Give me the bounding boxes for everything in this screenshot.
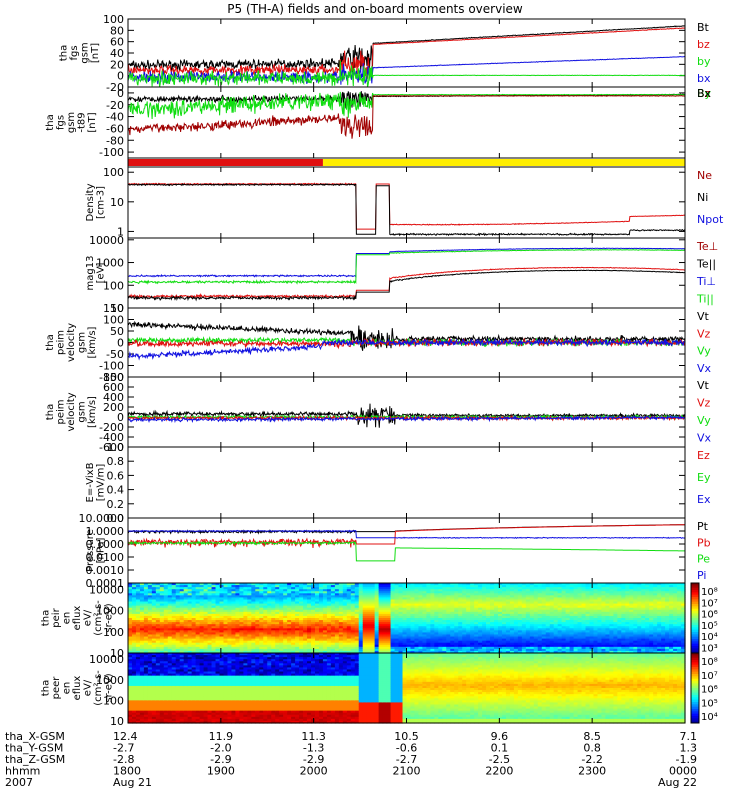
legend-fgs-Bt: Bt [697, 21, 710, 34]
ylabel-peimvel2: [km/s] [87, 396, 98, 428]
ylabel-peer: tha [41, 680, 52, 696]
ylabel-fgsthg: tha [45, 114, 56, 130]
legend-density-Ne: Ne [697, 169, 712, 182]
ylabel-fgsthg: -t89 [77, 112, 88, 132]
ytick-label-peir: 10000 [89, 583, 124, 596]
legend-peimvel-Vx: Vx [697, 362, 712, 375]
ylabel-fgsthg: gsm [66, 112, 77, 133]
ylabel-efield: E=-VixB [85, 462, 96, 502]
series-peimvel-vt [128, 322, 685, 351]
ylabel-peir: tha [41, 610, 52, 626]
ylabel-peer: sr-eV) [104, 673, 115, 702]
ylabel-peer: eV/ [83, 679, 94, 696]
ylabel-peer: (cm²-s- [93, 670, 104, 706]
ylabel-peimvel2: peim [56, 399, 67, 424]
series-temp-tepar [128, 270, 685, 300]
ytick-label-efield: 0.4 [107, 484, 125, 497]
ylabel-peimvel: velocity [66, 323, 77, 362]
legend-density-Ni: Ni [697, 191, 708, 204]
ytick-label-density: 10 [110, 196, 124, 209]
ylabel-peimvel2: gsm [77, 401, 88, 422]
legend-pressure-Pb: Pb [697, 536, 711, 549]
ylabel-peer: eflux [72, 676, 83, 701]
ylabel-peir: eV/ [83, 609, 94, 626]
ylabel-peer: peer [51, 676, 62, 700]
legend-density-Npot: Npot [697, 213, 724, 226]
ylabel-peimvel: peim [56, 330, 67, 355]
ylabel-peir: (cm²-s- [93, 600, 104, 636]
ylabel-temp: mag13 [85, 256, 96, 291]
ylabel-pressure: [nPa] [95, 537, 106, 563]
legend-efield-Ey: Ey [697, 471, 711, 484]
mode-bar-segment [323, 159, 685, 166]
series-fgs-bz [128, 28, 685, 79]
ylabel-fgs: fgs [69, 45, 80, 60]
legend-peimvel2-Vy: Vy [697, 414, 711, 427]
ytick-label-temp: 10000 [89, 234, 124, 247]
ylabel-peir: eflux [72, 606, 83, 631]
ylabel-fgs: gsm [79, 42, 90, 63]
ytick-label-fgsthg: -100 [99, 146, 124, 159]
ylabel-density: [cm-3] [95, 186, 106, 219]
legend-fgs-by: by [697, 55, 711, 68]
ytick-label-density: 100 [103, 166, 124, 179]
ylabel-peir: en [62, 612, 73, 625]
series-density-ne [128, 183, 685, 229]
legend-peimvel2-Vt: Vt [697, 379, 710, 392]
ytick-label-peer: 10000 [89, 653, 124, 666]
series-fgsthg-bz [128, 96, 685, 139]
legend-peimvel-Vy: Vy [697, 345, 711, 358]
ylabel-peir: peir [51, 607, 62, 627]
ylabel-fgsthg: [nT] [87, 112, 98, 132]
legend-fgs-bx: bx [697, 72, 711, 85]
legend-fgsthg-Bx: Bx [697, 87, 712, 100]
ylabel-peer: en [62, 682, 73, 695]
ylabel-peimvel: [km/s] [87, 326, 98, 358]
ylabel-peimvel: tha [45, 334, 56, 350]
legend-fgs-bz: bz [697, 38, 710, 51]
ylabel-peimvel2: velocity [66, 392, 77, 431]
ytick-label-efield: 0.2 [107, 498, 125, 511]
ytick-label-peer: 10 [110, 715, 124, 728]
ylabel-pressure: Pressure [85, 529, 96, 572]
ylabel-fgs: tha [58, 45, 69, 61]
legend-temp-Te||: Te|| [696, 258, 716, 271]
ytick-label-efield: 0.6 [107, 469, 125, 482]
ytick-label-efield: 0.8 [107, 455, 125, 468]
legend-peimvel-Vz: Vz [697, 327, 711, 340]
legend-temp-Ti⊥: Ti⊥ [696, 275, 716, 288]
series-pressure-pb [128, 525, 685, 548]
ylabel-peir: sr-eV) [104, 603, 115, 632]
legend-peimvel2-Vz: Vz [697, 397, 711, 410]
legend-temp-Te⊥: Te⊥ [696, 240, 718, 253]
ylabel-fgs: [nT] [90, 43, 101, 63]
ylabel-density: Density [85, 183, 96, 221]
ytick-label-pressure: 10.0000 [79, 512, 125, 525]
legend-efield-Ez: Ez [697, 449, 710, 462]
series-peimvel2-vt [128, 404, 685, 428]
legend-pressure-Pi: Pi [697, 569, 706, 582]
ylabel-peimvel2: tha [45, 404, 56, 420]
legend-pressure-Pe: Pe [697, 553, 710, 566]
plot-title: P5 (TH-A) fields and on-board moments ov… [227, 2, 523, 16]
legend-pressure-Pt: Pt [697, 520, 709, 533]
legend-efield-Ex: Ex [697, 493, 711, 506]
mode-bar-segment [128, 159, 323, 166]
heatmap-peir [128, 583, 686, 654]
legend-temp-Ti||: Ti|| [696, 293, 714, 306]
ylabel-temp: [eV] [95, 263, 106, 284]
legend-peimvel2-Vx: Vx [697, 432, 712, 445]
ylabel-peimvel: gsm [77, 332, 88, 353]
ylabel-fgsthg: fgs [56, 115, 67, 130]
ytick-label-efield: 1.0 [107, 441, 125, 454]
series-density-ni [128, 184, 685, 235]
ylabel-efield: [mV/m] [95, 464, 106, 502]
legend-peimvel-Vt: Vt [697, 310, 710, 323]
